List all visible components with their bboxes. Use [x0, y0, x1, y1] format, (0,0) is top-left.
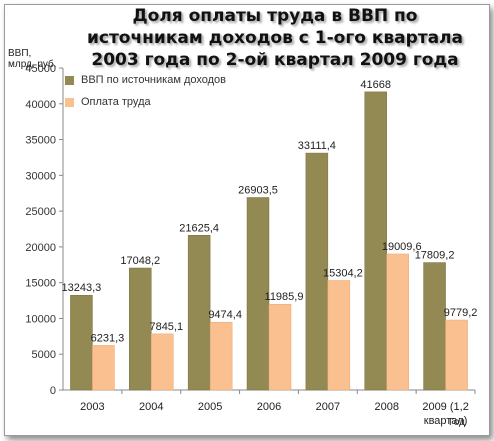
- data-label-gdp: 17048,2: [120, 255, 160, 267]
- legend-label-wages: Оплата труда: [81, 96, 151, 108]
- x-tick-label: 2007: [316, 401, 340, 413]
- y-tick-label: 45000: [25, 63, 56, 75]
- bar-gdp: [364, 91, 387, 391]
- x-tick-label: 2003: [80, 401, 104, 413]
- bar-wages: [209, 321, 233, 391]
- bar-wages: [327, 280, 351, 391]
- data-label-wages: 19009,6: [382, 241, 422, 253]
- legend-swatch-gdp: [65, 75, 74, 85]
- bar-wages: [92, 345, 115, 391]
- y-tick-label: 5000: [32, 349, 56, 361]
- bar-gdp: [187, 235, 211, 391]
- y-tick-label: 35000: [25, 135, 56, 147]
- data-label-wages: 6231,3: [91, 332, 125, 344]
- data-label-wages: 15304,2: [323, 267, 363, 279]
- chart-plot: 0 5000 10000 15000 20000 25000 30000 35000 40000…: [25, 63, 478, 427]
- data-label-wages: 9779,2: [444, 307, 478, 319]
- y-tick-label: 40000: [25, 99, 56, 111]
- legend-swatch-wages: [65, 97, 74, 107]
- data-label-wages: 11985,9: [265, 291, 304, 303]
- bar-gdp: [70, 294, 93, 391]
- y-tick-label: 30000: [25, 170, 56, 182]
- y-tick-label: 20000: [25, 242, 56, 254]
- chart-title: Доля оплаты труда в ВВП по источникам до…: [86, 6, 464, 70]
- bar-wages: [386, 253, 409, 391]
- data-label-gdp: 33111,4: [298, 140, 336, 152]
- x-axis-label: Год: [449, 417, 465, 428]
- y-tick-label: 10000: [25, 313, 56, 325]
- legend-label-gdp: ВВП по источникам доходов: [81, 74, 226, 86]
- chart-frame: Доля оплаты труда в ВВП по источникам до…: [4, 4, 490, 436]
- data-label-wages: 7845,1: [149, 321, 183, 333]
- data-label-wages: 9474,4: [208, 309, 242, 321]
- y-tick-label: 15000: [25, 278, 56, 290]
- x-tick-label: 2006: [257, 401, 281, 413]
- y-axis-label: ВВП, млрд. руб.: [8, 48, 57, 70]
- bar-wages: [268, 303, 292, 391]
- x-tick-label: 2005: [198, 401, 222, 413]
- bar-wages: [151, 333, 174, 391]
- data-label-gdp: 13243,3: [62, 282, 102, 294]
- bar-gdp: [129, 267, 152, 391]
- legend-item-wages: Оплата труда: [65, 91, 226, 113]
- legend-item-gdp: ВВП по источникам доходов: [65, 69, 226, 91]
- bar-gdp: [305, 152, 329, 391]
- x-tick-label: 2004: [139, 401, 163, 413]
- bar-gdp: [423, 262, 446, 391]
- x-tick-label: 2008: [374, 401, 398, 413]
- bar-gdp: [246, 197, 270, 391]
- legend: ВВП по источникам доходов Оплата труда: [65, 69, 226, 113]
- data-label-gdp: 17809,2: [415, 250, 455, 262]
- data-label-gdp: 21625,4: [179, 222, 219, 234]
- y-tick-label: 25000: [25, 206, 56, 218]
- y-tick-label: 0: [50, 385, 56, 397]
- x-tick-label: 2009 (1,2: [422, 401, 468, 413]
- x-tick-label-cont: квартал): [424, 415, 468, 427]
- data-label-gdp: 26903,5: [238, 184, 278, 196]
- data-label-gdp: 41668: [360, 79, 391, 91]
- bar-wages: [445, 319, 468, 391]
